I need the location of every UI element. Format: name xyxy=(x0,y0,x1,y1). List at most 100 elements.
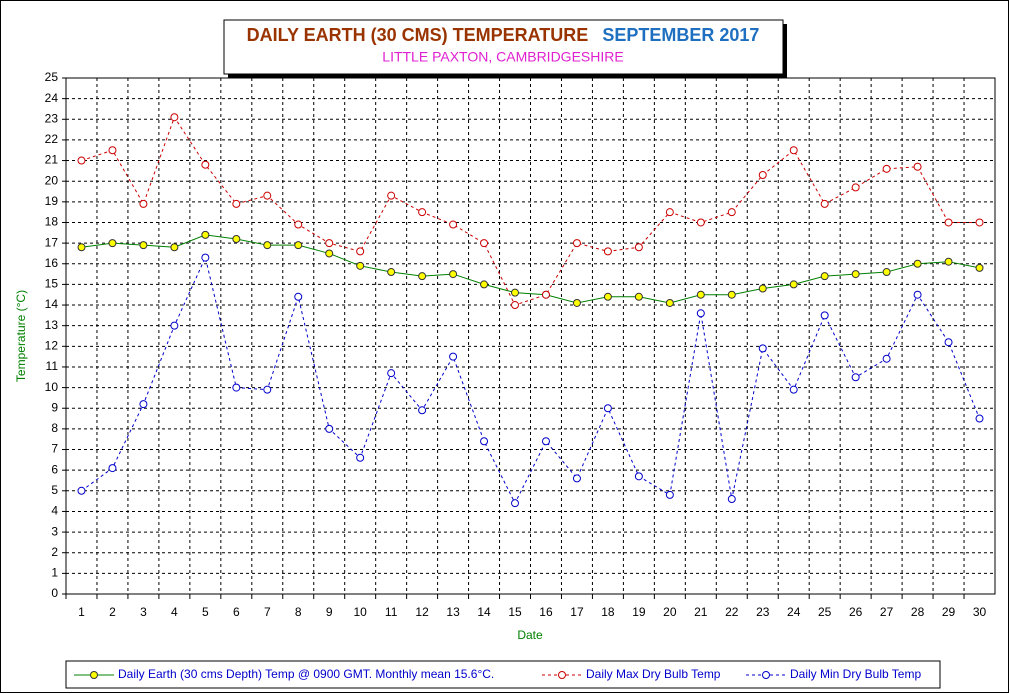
point xyxy=(882,164,891,173)
point xyxy=(634,243,643,252)
x-tick-label: 24 xyxy=(787,605,801,619)
point xyxy=(572,298,581,307)
legend-box xyxy=(65,660,941,689)
y-tick-label: 23 xyxy=(45,111,59,125)
point xyxy=(139,400,148,409)
y-tick-label: 4 xyxy=(51,504,58,518)
y-tick-label: 0 xyxy=(51,586,58,600)
y-tick-label: 3 xyxy=(51,524,58,538)
point xyxy=(789,385,798,394)
y-tick-label: 2 xyxy=(51,545,58,559)
point xyxy=(975,263,984,272)
y-tick-label: 25 xyxy=(45,70,59,84)
point xyxy=(603,247,612,256)
point xyxy=(511,499,520,508)
point xyxy=(294,241,303,250)
point xyxy=(170,113,179,122)
x-tick-label: 7 xyxy=(264,605,271,619)
point xyxy=(356,247,365,256)
point xyxy=(480,239,489,248)
point xyxy=(449,220,458,229)
point xyxy=(108,146,117,155)
point xyxy=(913,259,922,268)
title-box xyxy=(223,19,784,75)
point xyxy=(201,230,210,239)
point xyxy=(139,241,148,250)
point xyxy=(820,311,829,320)
point xyxy=(851,183,860,192)
point xyxy=(789,280,798,289)
title-main: DAILY EARTH (30 CMS) TEMPERATURE xyxy=(247,25,589,45)
point xyxy=(232,199,241,208)
x-tick-label: 12 xyxy=(415,605,429,619)
legend-label: Daily Max Dry Bulb Temp xyxy=(586,667,721,681)
y-tick-label: 5 xyxy=(51,483,58,497)
x-tick-label: 17 xyxy=(570,605,584,619)
legend-label: Daily Earth (30 cms Depth) Temp @ 0900 G… xyxy=(118,667,494,681)
x-tick-label: 4 xyxy=(171,605,178,619)
y-tick-label: 19 xyxy=(45,194,59,208)
point xyxy=(727,208,736,217)
point xyxy=(758,171,767,180)
series-line xyxy=(81,116,980,306)
point xyxy=(480,280,489,289)
x-tick-label: 8 xyxy=(295,605,302,619)
x-tick-label: 5 xyxy=(202,605,209,619)
point xyxy=(387,191,396,200)
legend-label: Daily Min Dry Bulb Temp xyxy=(790,667,921,681)
point xyxy=(511,288,520,297)
point xyxy=(603,404,612,413)
point xyxy=(325,424,334,433)
point xyxy=(170,321,179,330)
x-tick-label: 22 xyxy=(725,605,739,619)
point xyxy=(294,292,303,301)
x-tick-label: 30 xyxy=(973,605,987,619)
point xyxy=(325,239,334,248)
point xyxy=(634,472,643,481)
x-tick-label: 18 xyxy=(601,605,615,619)
point xyxy=(696,309,705,318)
point xyxy=(572,239,581,248)
point xyxy=(201,160,210,169)
point xyxy=(820,199,829,208)
legend-marker xyxy=(558,671,566,679)
point xyxy=(851,270,860,279)
point xyxy=(944,218,953,227)
point xyxy=(418,406,427,415)
series-line xyxy=(81,234,980,304)
y-axis-label: Temperature (°C) xyxy=(14,290,28,382)
point xyxy=(511,301,520,310)
x-tick-label: 13 xyxy=(446,605,460,619)
point xyxy=(882,354,891,363)
point xyxy=(263,241,272,250)
legend-marker xyxy=(90,671,98,679)
x-tick-label: 15 xyxy=(508,605,522,619)
point xyxy=(634,292,643,301)
x-axis-label: Date xyxy=(517,628,543,642)
y-tick-label: 18 xyxy=(45,215,59,229)
x-tick-label: 9 xyxy=(326,605,333,619)
x-tick-label: 10 xyxy=(354,605,368,619)
title: DAILY EARTH (30 CMS) TEMPERATURE SEPTEMBE… xyxy=(247,25,760,45)
point xyxy=(541,437,550,446)
x-tick-label: 1 xyxy=(78,605,85,619)
y-tick-label: 8 xyxy=(51,421,58,435)
point xyxy=(77,243,86,252)
point xyxy=(820,272,829,281)
point xyxy=(696,218,705,227)
point xyxy=(944,257,953,266)
point xyxy=(975,414,984,423)
point xyxy=(263,191,272,200)
y-tick-label: 22 xyxy=(45,132,59,146)
y-tick-label: 13 xyxy=(45,318,59,332)
point xyxy=(913,162,922,171)
point xyxy=(665,298,674,307)
y-tick-label: 1 xyxy=(51,566,58,580)
point xyxy=(232,234,241,243)
point xyxy=(727,495,736,504)
y-tick-label: 24 xyxy=(45,91,59,105)
y-tick-label: 17 xyxy=(45,235,59,249)
y-tick-label: 11 xyxy=(46,359,59,373)
y-tick-label: 6 xyxy=(51,462,58,476)
point xyxy=(108,239,117,248)
